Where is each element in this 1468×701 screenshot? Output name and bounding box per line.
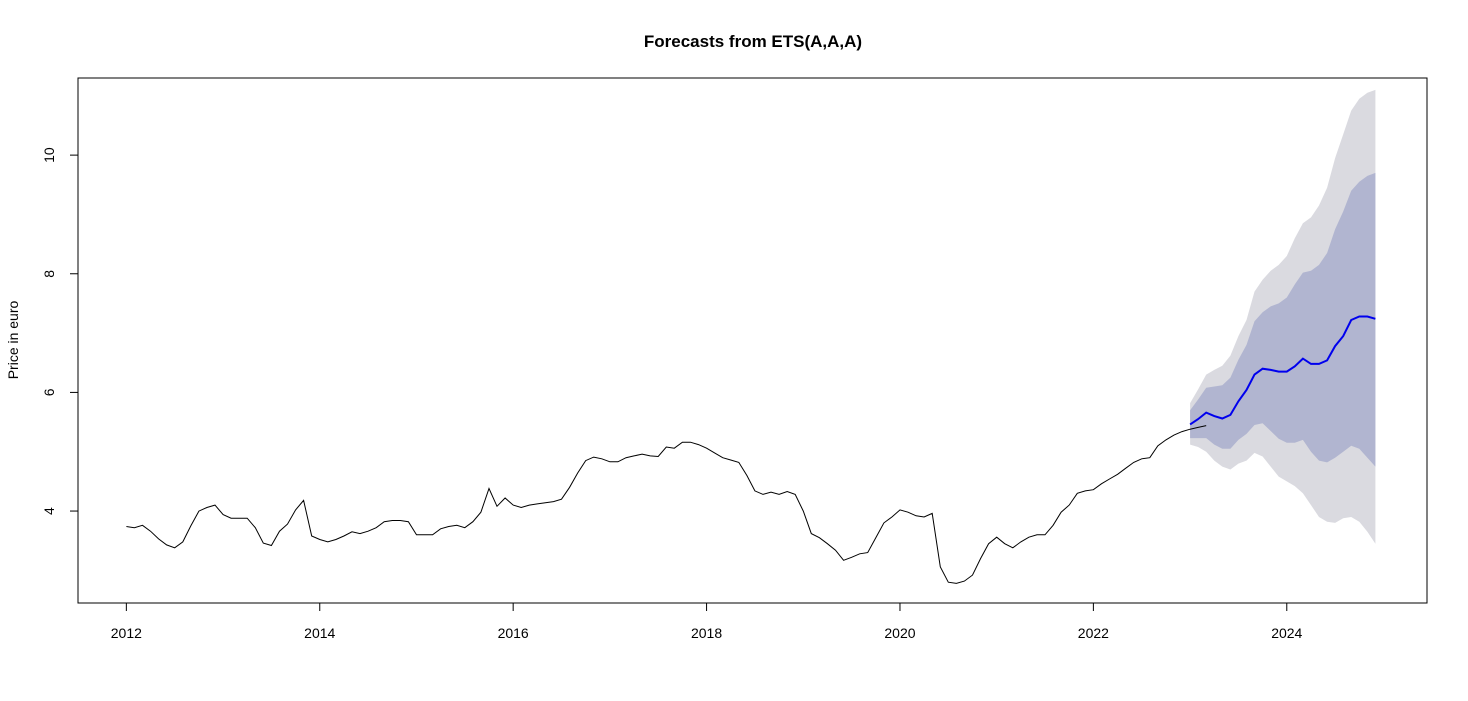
prediction-intervals xyxy=(1190,89,1376,544)
y-tick-label: 4 xyxy=(41,507,57,515)
x-tick-label: 2016 xyxy=(498,625,529,641)
y-axis-label: Price in euro xyxy=(5,300,21,379)
x-tick-label: 2012 xyxy=(111,625,142,641)
x-tick-label: 2024 xyxy=(1271,625,1302,641)
plot-frame xyxy=(77,77,1428,604)
chart-title: Forecasts from ETS(A,A,A) xyxy=(644,32,862,51)
x-tick-label: 2018 xyxy=(691,625,722,641)
y-tick-label: 10 xyxy=(41,147,57,163)
x-tick-label: 2020 xyxy=(884,625,915,641)
band-80 xyxy=(1190,172,1376,467)
x-tick-label: 2022 xyxy=(1078,625,1109,641)
y-tick-label: 6 xyxy=(41,388,57,396)
axes: 2012 2014 2016 2018 2020 2022 2024 4 6 8 10 xyxy=(41,147,1303,641)
series-lines xyxy=(126,315,1376,584)
history-line xyxy=(126,425,1207,584)
forecast-line xyxy=(1189,315,1376,426)
y-tick-label: 8 xyxy=(41,270,57,278)
x-tick-label: 2014 xyxy=(304,625,335,641)
